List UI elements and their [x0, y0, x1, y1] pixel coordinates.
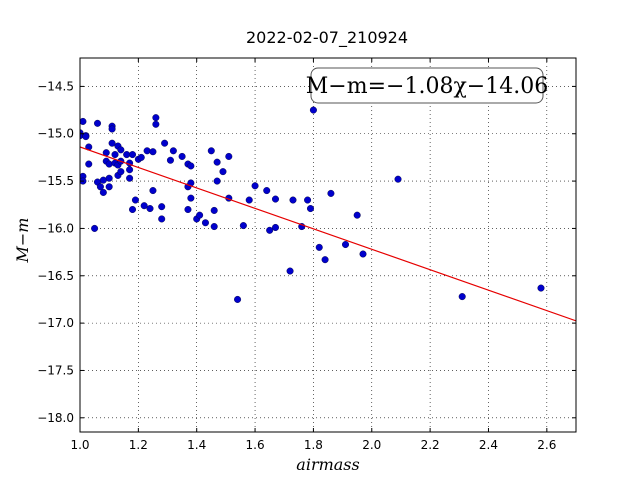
data-point — [309, 106, 317, 114]
data-point — [129, 151, 137, 159]
data-point — [178, 152, 186, 160]
x-axis-label: airmass — [296, 455, 359, 474]
data-point — [99, 176, 107, 184]
data-point — [131, 196, 139, 204]
y-tick-label: −17.0 — [37, 316, 74, 330]
data-point — [85, 160, 93, 168]
data-point — [152, 114, 160, 122]
data-point — [234, 295, 242, 303]
data-point — [210, 206, 218, 214]
data-point — [266, 226, 274, 234]
data-point — [184, 205, 192, 213]
data-point — [117, 168, 125, 176]
data-point — [108, 139, 116, 147]
data-point — [158, 215, 166, 223]
data-point — [105, 183, 113, 191]
data-point — [458, 293, 466, 301]
data-point — [359, 250, 367, 258]
data-point — [149, 187, 157, 195]
y-tick-label: −17.5 — [37, 363, 74, 377]
data-point — [80, 117, 87, 125]
data-point — [169, 147, 177, 155]
data-point — [245, 196, 253, 204]
data-point — [105, 160, 113, 168]
data-point — [91, 224, 99, 232]
y-tick-label: −18.0 — [37, 411, 74, 425]
data-point — [149, 148, 157, 156]
data-point — [108, 125, 116, 133]
y-axis-label: M−m — [13, 218, 32, 264]
data-point — [315, 243, 323, 251]
data-point — [353, 211, 361, 219]
data-point — [99, 188, 107, 196]
data-point — [146, 205, 154, 213]
x-tick-label: 1.0 — [70, 438, 89, 452]
data-point — [123, 151, 131, 159]
y-tick-label: −15.5 — [37, 174, 74, 188]
x-tick-label: 2.4 — [479, 438, 498, 452]
data-point — [213, 177, 221, 185]
x-tick-label: 2.6 — [537, 438, 556, 452]
plot-area — [80, 106, 576, 322]
data-point — [126, 174, 134, 182]
data-point — [94, 119, 102, 127]
data-point — [394, 175, 402, 183]
data-point — [152, 120, 160, 128]
data-point — [96, 183, 104, 191]
axes-frame — [79, 57, 577, 433]
annotation-frame — [310, 67, 544, 104]
data-point — [111, 151, 119, 159]
data-point — [225, 152, 233, 160]
data-point — [251, 182, 259, 190]
y-tick-label: −15.0 — [37, 127, 74, 141]
data-point — [196, 211, 204, 219]
axis-ticks: 1.0 1.2 1.4 1.6 1.8 2.0 2.2 2.4 2.6 −14.5 −15.0 −15… — [37, 58, 576, 452]
data-point — [143, 147, 151, 155]
data-point — [271, 223, 279, 231]
data-point — [187, 194, 195, 202]
data-point — [219, 168, 227, 176]
x-tick-label: 1.8 — [304, 438, 323, 452]
data-point — [210, 223, 218, 231]
data-point — [537, 284, 545, 292]
data-point — [187, 162, 195, 170]
data-point — [117, 146, 125, 154]
data-point — [263, 187, 271, 195]
fit-line — [80, 146, 576, 322]
data-point — [286, 267, 294, 275]
y-tick-label: −16.5 — [37, 269, 74, 283]
fit-annotation: M−m=−1.08χ−14.06 — [306, 67, 548, 104]
data-point — [161, 139, 169, 147]
x-tick-label: 2.0 — [362, 438, 381, 452]
data-point — [140, 202, 148, 210]
y-tick-label: −14.5 — [37, 79, 74, 93]
chart-title: 2022-02-07_210924 — [246, 28, 408, 48]
grid — [79, 58, 576, 432]
data-point — [321, 256, 329, 264]
y-tick-label: −16.0 — [37, 221, 74, 235]
data-point — [201, 219, 209, 227]
x-tick-label: 1.6 — [246, 438, 265, 452]
x-tick-label: 2.2 — [421, 438, 440, 452]
annotation-text: M−m=−1.08χ−14.06 — [306, 74, 548, 99]
data-point — [239, 222, 247, 230]
data-point — [207, 147, 215, 155]
data-point — [105, 174, 113, 182]
data-point — [304, 196, 312, 204]
data-point — [327, 189, 335, 197]
data-point — [129, 205, 137, 213]
data-point — [271, 195, 279, 203]
data-point — [158, 203, 166, 211]
x-tick-label: 1.2 — [129, 438, 148, 452]
data-point — [137, 153, 145, 161]
data-point — [213, 158, 221, 166]
data-point — [166, 156, 174, 164]
x-tick-label: 1.4 — [187, 438, 206, 452]
data-point — [342, 241, 350, 249]
data-point — [289, 196, 297, 204]
data-point — [126, 166, 134, 174]
data-point — [82, 133, 90, 141]
data-point — [306, 205, 314, 213]
